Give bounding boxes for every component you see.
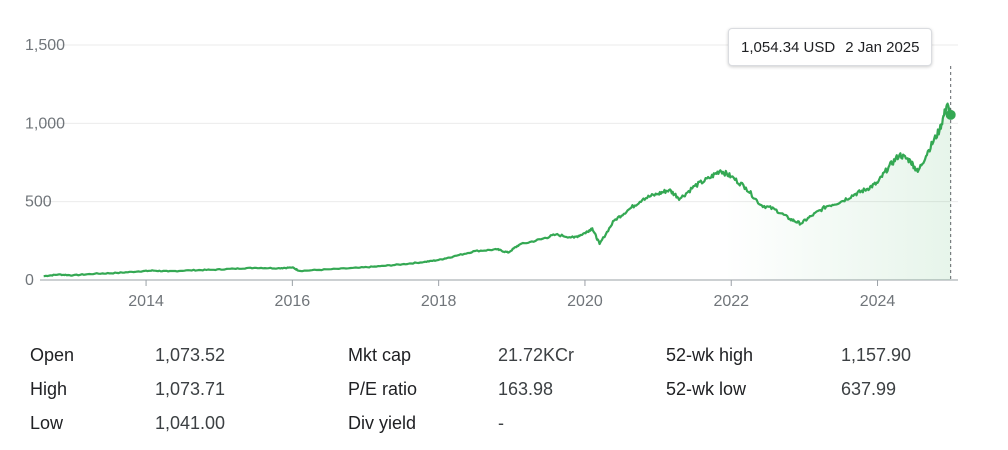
price-chart[interactable]: 1,500 1,000 500 0 2014 2016 2018 2020 2022 2024 — [0, 0, 1008, 330]
52wk-high-value: 1,157.90 — [841, 344, 912, 365]
y-tick-label: 1,500 — [25, 37, 65, 54]
stats-row: Open 1,073.52 Mkt cap 21.72KCr 52-wk hig… — [30, 338, 980, 372]
x-tick-label: 2018 — [421, 293, 457, 310]
52wk-low-label: 52-wk low — [666, 378, 747, 399]
mktcap-value: 21.72KCr — [498, 344, 575, 365]
y-tick-label: 1,000 — [25, 115, 65, 132]
y-tick-label: 500 — [25, 194, 52, 211]
series-line — [43, 102, 952, 278]
x-tick-label: 2020 — [567, 293, 603, 310]
mktcap-label: Mkt cap — [348, 344, 412, 365]
div-yield-value: - — [498, 412, 504, 433]
open-label: Open — [30, 344, 75, 365]
high-label: High — [30, 378, 68, 399]
x-tick-label: 2022 — [713, 293, 749, 310]
series-area-fill — [43, 103, 951, 280]
price-tooltip: 1,054.34 USD 2 Jan 2025 — [728, 28, 933, 66]
52wk-low-value: 637.99 — [841, 378, 897, 399]
low-label: Low — [30, 412, 64, 433]
hover-point — [945, 109, 956, 120]
x-axis-ticks: 2014 2016 2018 2020 2022 2024 — [128, 280, 895, 310]
52wk-high-label: 52-wk high — [666, 344, 754, 365]
low-value: 1,041.00 — [155, 412, 226, 433]
y-tick-label: 0 — [25, 272, 34, 289]
x-tick-label: 2016 — [275, 293, 311, 310]
tooltip-value: 1,054.34 USD — [741, 38, 836, 56]
x-tick-label: 2024 — [860, 293, 896, 310]
stats-row: Low 1,041.00 Div yield - — [30, 406, 980, 440]
tooltip-date: 2 Jan 2025 — [845, 38, 920, 56]
div-yield-label: Div yield — [348, 412, 417, 433]
high-value: 1,073.71 — [155, 378, 226, 399]
stats-row: High 1,073.71 P/E ratio 163.98 52-wk low… — [30, 372, 980, 406]
pe-value: 163.98 — [498, 378, 554, 399]
stats-table: Open 1,073.52 Mkt cap 21.72KCr 52-wk hig… — [30, 338, 980, 440]
y-axis-ticks: 1,500 1,000 500 0 — [25, 37, 65, 289]
pe-label: P/E ratio — [348, 378, 418, 399]
open-value: 1,073.52 — [155, 344, 226, 365]
x-tick-label: 2014 — [128, 293, 164, 310]
price-series — [43, 102, 952, 280]
